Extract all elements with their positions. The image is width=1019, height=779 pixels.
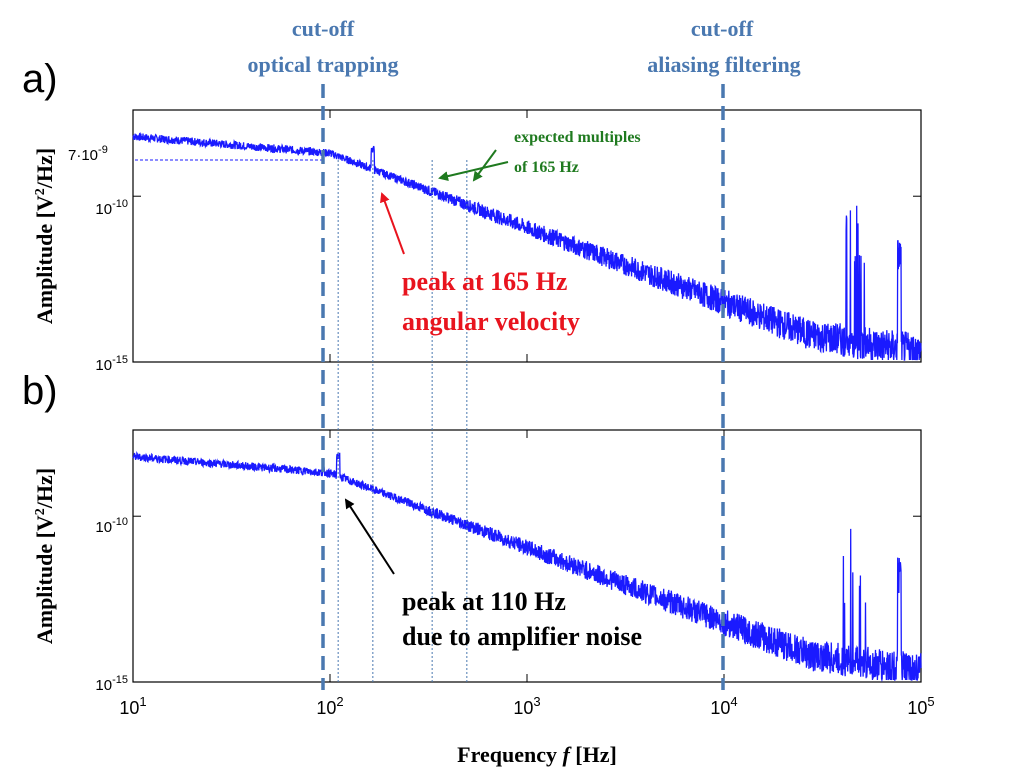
red-arrow	[380, 192, 405, 255]
cutoff-right-label-1: cut-off	[691, 16, 754, 41]
black-arrow	[344, 498, 395, 575]
ytick-b-1e-15: 10-15	[95, 674, 128, 694]
ref-level-label: 7·10-9	[68, 144, 108, 164]
ytick-a-1e-10: 10-10	[95, 198, 128, 218]
green-arrow-1	[438, 161, 509, 182]
ylabel-a: Amplitude [V2/Hz]	[32, 148, 57, 324]
ylabel-b: Amplitude [V2/Hz]	[32, 468, 57, 644]
panel-a-axes	[132, 109, 922, 363]
xtick-1e5: 105	[907, 694, 934, 718]
panel-label-b: b)	[22, 369, 58, 413]
panel-b-trace	[132, 450, 922, 683]
xtick-1e4: 104	[710, 694, 737, 718]
xtick-1e3: 103	[513, 694, 540, 718]
xtick-1e1: 101	[119, 694, 146, 718]
peak-b-label-1: peak at 110 Hz	[402, 587, 566, 616]
peak-a-label-2: angular velocity	[402, 307, 580, 336]
expected-multiples-label-1: expected multiples	[514, 129, 641, 146]
xtick-1e2: 102	[316, 694, 343, 718]
ytick-b-1e-10: 10-10	[95, 516, 128, 536]
xlabel: Frequency f [Hz]	[457, 742, 617, 767]
cutoff-left-label-1: cut-off	[292, 16, 355, 41]
cutoff-left-label-2: optical trapping	[248, 52, 399, 77]
panel-a-trace	[132, 132, 922, 361]
multiple-lines	[337, 160, 468, 682]
expected-multiples-label-2: of 165 Hz	[514, 159, 579, 176]
peak-a-label-1: peak at 165 Hz	[402, 267, 567, 296]
panel-label-a: a)	[22, 57, 58, 101]
peak-b-label-2: due to amplifier noise	[402, 622, 642, 651]
ytick-a-1e-15: 10-15	[95, 354, 128, 374]
green-arrow-2	[472, 149, 497, 182]
cutoff-right-label-2: aliasing filtering	[647, 52, 800, 77]
